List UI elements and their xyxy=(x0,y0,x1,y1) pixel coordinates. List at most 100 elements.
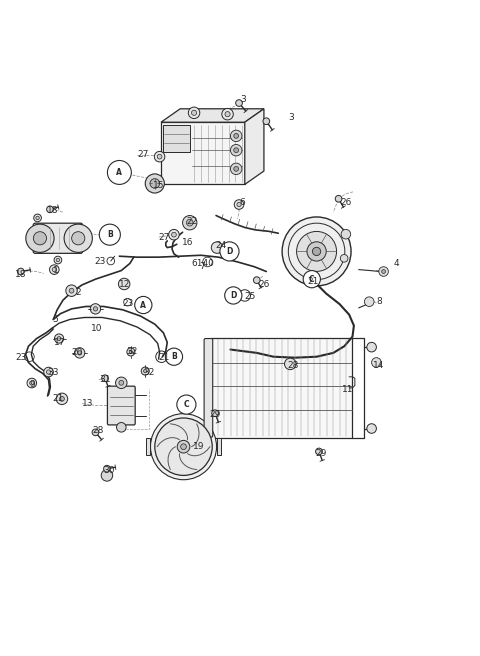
Circle shape xyxy=(27,379,36,388)
Text: 16: 16 xyxy=(181,238,193,247)
Text: C: C xyxy=(183,400,189,409)
Circle shape xyxy=(165,348,182,365)
Circle shape xyxy=(312,247,321,256)
Circle shape xyxy=(297,232,336,272)
Circle shape xyxy=(34,214,41,222)
Text: 21: 21 xyxy=(307,277,318,285)
Text: 9: 9 xyxy=(29,380,35,389)
Text: 26: 26 xyxy=(258,280,270,289)
Circle shape xyxy=(285,358,296,369)
Circle shape xyxy=(101,470,113,481)
Text: 18: 18 xyxy=(15,270,26,279)
Circle shape xyxy=(56,393,68,405)
Polygon shape xyxy=(245,109,264,184)
Circle shape xyxy=(382,270,385,274)
Circle shape xyxy=(77,351,82,355)
Circle shape xyxy=(116,377,127,388)
Circle shape xyxy=(211,242,223,253)
Circle shape xyxy=(150,178,159,188)
Circle shape xyxy=(234,133,239,138)
Text: 5: 5 xyxy=(52,315,58,324)
Circle shape xyxy=(307,242,326,261)
Circle shape xyxy=(117,422,126,432)
Text: 29: 29 xyxy=(316,449,327,458)
Text: 20: 20 xyxy=(72,348,83,358)
Text: 30: 30 xyxy=(104,466,115,475)
Circle shape xyxy=(151,414,216,480)
Circle shape xyxy=(99,224,120,245)
Circle shape xyxy=(222,108,233,120)
Text: C: C xyxy=(309,275,314,283)
Circle shape xyxy=(90,304,101,314)
Circle shape xyxy=(253,277,260,283)
Text: 23: 23 xyxy=(94,257,106,266)
Text: 25: 25 xyxy=(245,293,256,301)
Circle shape xyxy=(30,381,34,385)
Circle shape xyxy=(182,216,197,230)
Circle shape xyxy=(230,144,242,156)
Circle shape xyxy=(220,242,239,261)
Circle shape xyxy=(364,297,374,306)
Circle shape xyxy=(367,424,376,434)
Text: 12: 12 xyxy=(120,280,131,289)
Circle shape xyxy=(119,380,124,385)
Text: D: D xyxy=(230,291,237,300)
Circle shape xyxy=(33,232,47,245)
Text: 33: 33 xyxy=(48,367,59,377)
Bar xyxy=(163,125,190,152)
Text: 23: 23 xyxy=(15,353,26,362)
Text: 31: 31 xyxy=(99,375,110,384)
Circle shape xyxy=(155,152,165,162)
Text: 29: 29 xyxy=(209,409,220,419)
Circle shape xyxy=(372,358,381,367)
Circle shape xyxy=(36,216,39,220)
Text: 17: 17 xyxy=(54,338,66,347)
Text: 6140: 6140 xyxy=(191,259,214,268)
Circle shape xyxy=(335,195,342,202)
Circle shape xyxy=(192,110,197,115)
Polygon shape xyxy=(216,438,221,455)
Circle shape xyxy=(72,232,85,245)
Text: 23: 23 xyxy=(123,298,134,308)
Text: 24: 24 xyxy=(215,241,227,250)
Circle shape xyxy=(180,444,186,449)
Text: 7: 7 xyxy=(199,262,205,271)
Circle shape xyxy=(230,163,242,174)
Circle shape xyxy=(64,224,92,253)
Circle shape xyxy=(234,199,244,209)
Circle shape xyxy=(212,410,218,417)
Circle shape xyxy=(186,219,193,226)
FancyBboxPatch shape xyxy=(108,386,135,425)
Text: 32: 32 xyxy=(126,348,137,356)
Polygon shape xyxy=(146,438,151,455)
Circle shape xyxy=(367,342,376,352)
Text: 21: 21 xyxy=(52,394,64,403)
Text: A: A xyxy=(140,300,146,310)
Circle shape xyxy=(282,217,351,286)
Circle shape xyxy=(141,367,149,375)
Text: 18: 18 xyxy=(47,206,58,215)
Circle shape xyxy=(92,429,99,436)
FancyBboxPatch shape xyxy=(204,338,213,437)
Circle shape xyxy=(102,375,108,382)
Circle shape xyxy=(263,118,270,125)
Circle shape xyxy=(56,258,60,262)
Text: 3: 3 xyxy=(240,94,246,104)
Text: 28: 28 xyxy=(93,426,104,436)
Text: B: B xyxy=(107,230,113,239)
Text: 27: 27 xyxy=(137,150,148,159)
Circle shape xyxy=(104,465,110,472)
Circle shape xyxy=(55,334,64,343)
Circle shape xyxy=(17,268,24,275)
Circle shape xyxy=(379,267,388,276)
Circle shape xyxy=(93,307,97,311)
Circle shape xyxy=(57,337,61,340)
Circle shape xyxy=(225,287,242,304)
Circle shape xyxy=(230,130,242,142)
Circle shape xyxy=(236,100,242,106)
Text: 13: 13 xyxy=(82,399,94,408)
Text: 27: 27 xyxy=(158,233,170,241)
Text: 10: 10 xyxy=(91,325,102,333)
Circle shape xyxy=(171,232,176,237)
Circle shape xyxy=(47,206,53,213)
